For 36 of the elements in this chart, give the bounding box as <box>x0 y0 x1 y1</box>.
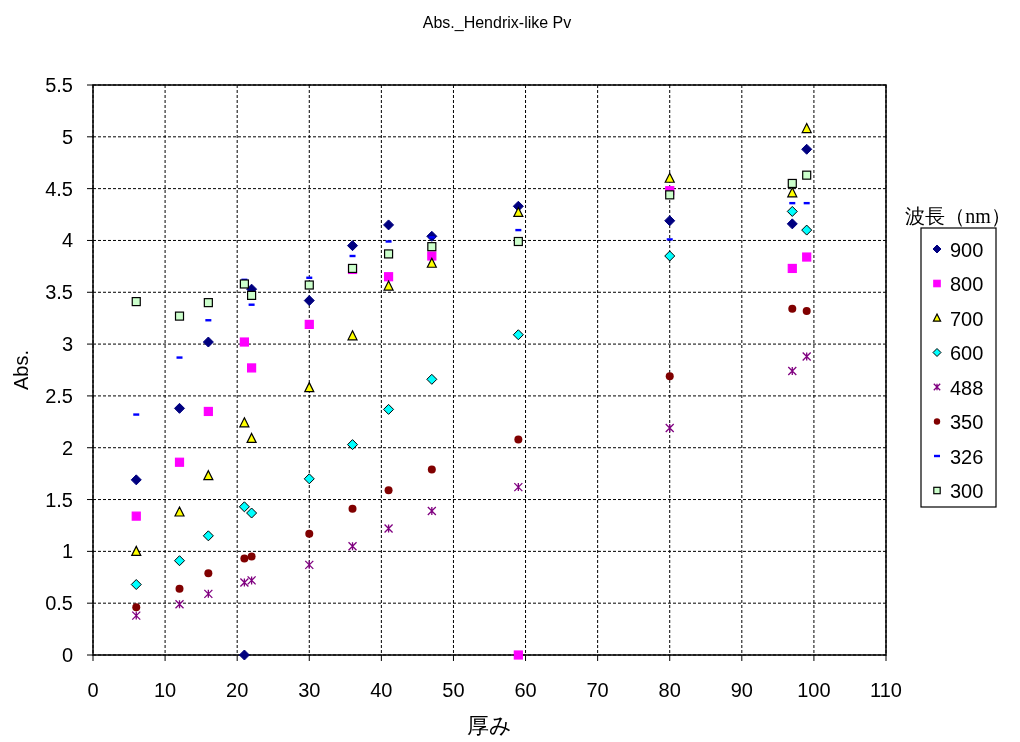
y-tick-label: 4 <box>61 229 73 252</box>
x-tick-label: 50 <box>442 679 465 701</box>
legend-label: 700 <box>950 307 984 330</box>
y-tick-label: 2 <box>61 436 73 459</box>
y-tick-label: 2.5 <box>45 384 73 407</box>
x-tick-label: 110 <box>870 679 902 701</box>
legend-label: 600 <box>950 342 984 364</box>
y-tick-label: 5.5 <box>45 74 73 96</box>
legend-label: 326 <box>950 445 984 468</box>
y-tick-label: 3.5 <box>45 281 73 304</box>
x-tick-label: 70 <box>586 679 609 701</box>
x-tick-label: 100 <box>797 679 831 701</box>
x-tick-label: 20 <box>226 679 249 701</box>
x-tick-label: 90 <box>730 679 753 701</box>
y-tick-label: 0 <box>61 644 73 666</box>
x-tick-label: 0 <box>87 679 99 701</box>
legend-label: 800 <box>950 273 984 295</box>
legend-label: 900 <box>950 238 984 261</box>
y-tick-label: 1.5 <box>45 488 73 511</box>
y-tick-label: 5 <box>61 125 73 148</box>
legend-title: 波長（nm） <box>905 205 1011 227</box>
x-tick-label: 60 <box>514 679 537 701</box>
y-tick-label: 0.5 <box>45 592 73 615</box>
x-axis-title: 厚み <box>467 713 512 738</box>
legend-label: 488 <box>950 376 984 399</box>
y-tick-label: 3 <box>61 333 73 356</box>
x-tick-label: 10 <box>153 679 177 701</box>
x-tick-label: 80 <box>658 679 681 701</box>
legend-label: 300 <box>950 480 984 502</box>
y-tick-label: 4.5 <box>45 177 73 200</box>
y-tick-label: 1 <box>61 540 73 563</box>
y-axis-title: Abs. <box>10 349 32 391</box>
legend-label: 350 <box>950 411 984 433</box>
x-tick-label: 40 <box>370 679 393 701</box>
x-tick-label: 30 <box>298 679 321 701</box>
chart-title: Abs._Hendrix-like Pv <box>422 14 572 32</box>
